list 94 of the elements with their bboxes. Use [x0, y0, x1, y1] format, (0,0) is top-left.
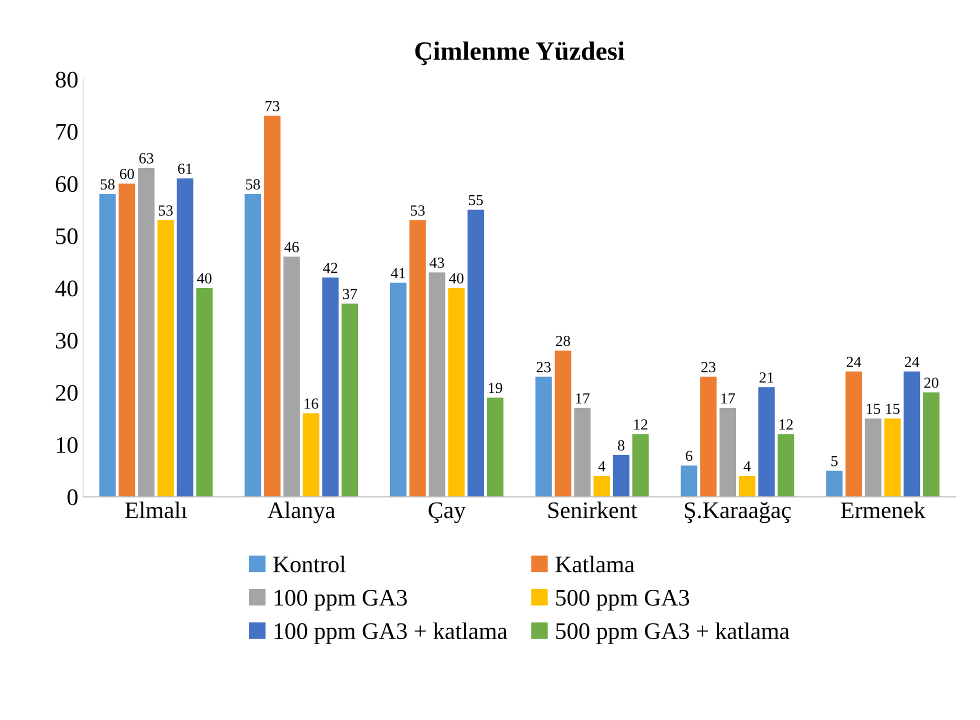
bar [409, 220, 426, 497]
data-label: 17 [576, 393, 590, 404]
legend-label: 500 ppm GA3 + katlama [556, 622, 790, 644]
bar [448, 288, 465, 497]
data-label: 24 [846, 356, 862, 367]
bar [244, 194, 262, 497]
x-tick-label: Çay [428, 502, 466, 524]
data-label: 4 [744, 461, 751, 472]
bar [138, 168, 155, 497]
bar [778, 434, 794, 497]
bar [680, 465, 698, 497]
data-label: 55 [469, 195, 483, 206]
data-label: 21 [760, 372, 774, 383]
y-tick-label: 40 [55, 280, 78, 296]
y-tick-label: 30 [56, 332, 78, 349]
bar [342, 304, 358, 497]
bar [196, 288, 213, 497]
data-label: 37 [342, 288, 358, 300]
data-label: 53 [410, 205, 425, 216]
data-label: 60 [120, 168, 134, 180]
data-label: 16 [304, 398, 318, 409]
data-label: 42 [323, 262, 338, 273]
x-tick-label: Ermenek [840, 502, 926, 518]
bar [176, 178, 194, 497]
data-label: 6 [686, 450, 692, 461]
bar [758, 387, 775, 497]
bar [884, 418, 901, 497]
bar [864, 418, 882, 497]
data-label: 23 [536, 362, 551, 372]
x-tick-label: Ş.Karaağaç [684, 502, 791, 524]
bar [99, 194, 116, 497]
data-label: 53 [158, 205, 173, 216]
data-label: 58 [100, 179, 115, 190]
data-label: 73 [266, 100, 280, 112]
legend-label: Kontrol [273, 556, 346, 572]
bar [923, 392, 940, 497]
bar [264, 116, 281, 497]
chart-title: Çimlenme Yüzdesi [415, 41, 624, 66]
bar [720, 408, 736, 497]
bar [486, 398, 504, 497]
bar [612, 455, 630, 497]
bar [157, 220, 174, 497]
bar [574, 408, 591, 497]
legend-label: 100 ppm GA3 [274, 590, 407, 611]
data-label: 5 [831, 456, 838, 466]
bar [700, 376, 717, 497]
bar [118, 184, 136, 497]
bar [594, 476, 610, 497]
x-tick-label: Senirkent [548, 502, 638, 518]
data-label: 17 [721, 393, 735, 404]
bar [846, 372, 862, 497]
data-label: 40 [197, 273, 212, 284]
data-label: 23 [701, 362, 716, 372]
data-label: 15 [886, 404, 900, 414]
bar [302, 413, 320, 497]
y-tick-label: 80 [56, 72, 78, 88]
bar [738, 476, 756, 497]
bar [826, 470, 843, 497]
x-tick-label: Elmalı [125, 502, 188, 518]
legend-label: 500 ppm GA3 [556, 590, 689, 611]
data-label: 46 [284, 242, 299, 252]
y-tick-label: 0 [68, 489, 78, 506]
legend-label: Katlama [555, 556, 634, 572]
y-tick-label: 70 [56, 124, 78, 140]
bar [535, 376, 552, 497]
y-tick-label: 50 [56, 228, 78, 244]
bar [322, 278, 339, 497]
bar [632, 434, 649, 497]
data-label: 24 [904, 356, 920, 367]
data-label: 12 [634, 419, 648, 430]
bar [904, 372, 920, 497]
data-label: 61 [178, 164, 192, 174]
data-label: 58 [246, 179, 260, 190]
bar [468, 210, 484, 497]
data-label: 28 [556, 336, 570, 346]
bar [283, 256, 300, 497]
bar [428, 272, 446, 497]
data-label: 41 [390, 268, 405, 278]
data-label: 12 [780, 419, 793, 430]
bar [390, 282, 406, 497]
x-tick-label: Alanya [267, 502, 336, 524]
bar [554, 350, 572, 497]
data-label: 40 [449, 273, 464, 284]
y-tick-label: 60 [56, 176, 78, 192]
data-label: 43 [430, 258, 444, 268]
legend-label: 100 ppm GA3 + katlama [274, 622, 508, 644]
data-label: 4 [598, 461, 606, 472]
y-tick-label: 10 [56, 437, 78, 454]
data-label: 63 [139, 153, 154, 164]
data-label: 19 [488, 382, 502, 394]
data-label: 20 [924, 378, 938, 388]
data-label: 15 [866, 404, 880, 414]
y-tick-label: 20 [56, 384, 78, 401]
data-label: 8 [618, 440, 624, 451]
